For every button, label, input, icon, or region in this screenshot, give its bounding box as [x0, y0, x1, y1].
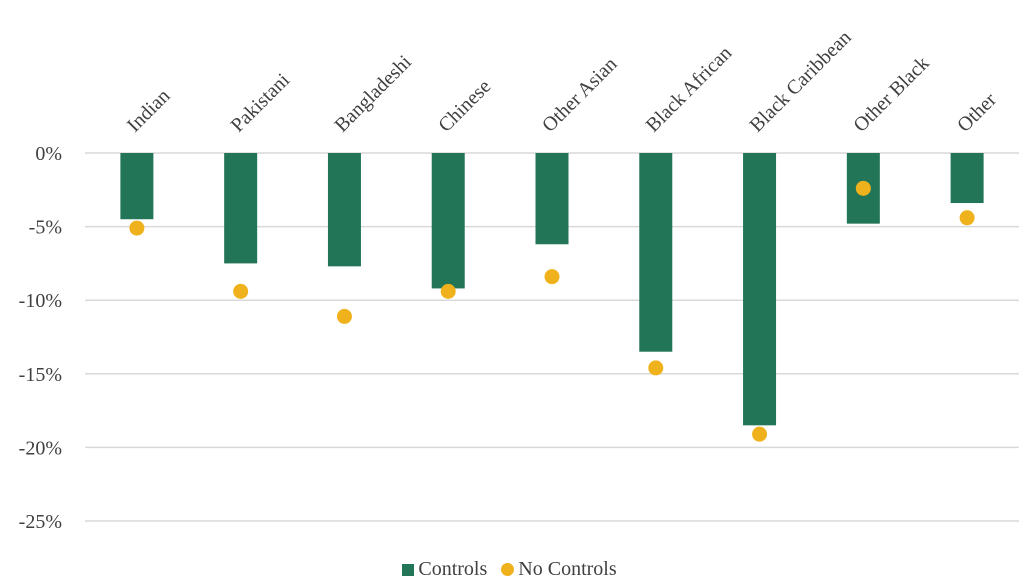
legend-label-controls: Controls [418, 558, 488, 580]
marker-no-controls [959, 210, 975, 226]
y-tick-label: -25% [19, 511, 62, 533]
bar-controls [327, 153, 361, 267]
y-tick-label: -20% [19, 437, 62, 459]
bar-controls [743, 153, 777, 426]
y-tick-label: 0% [35, 143, 62, 165]
chart-svg: 0% -5% -10% -15% -20% -25% Indian Pakistani Bang… [19, 26, 1019, 533]
marker-no-controls [752, 426, 768, 442]
marker-no-controls [440, 283, 456, 299]
x-category-label: Other Black [849, 52, 933, 136]
x-category-label: Indian [123, 85, 175, 137]
bar-controls [639, 153, 673, 352]
marker-no-controls [855, 180, 871, 196]
legend-item-controls: Controls [402, 558, 487, 581]
legend-swatch-controls [402, 563, 415, 576]
x-category-label: Bangladeshi [330, 51, 416, 137]
y-tick-label: -15% [19, 364, 62, 386]
legend-label-no-controls: No Controls [518, 558, 617, 580]
bar-controls [431, 153, 465, 289]
x-category-label: Black African [642, 42, 736, 136]
marker-no-controls [233, 283, 249, 299]
legend-swatch-no-controls [501, 563, 515, 576]
x-category-label: Pakistani [227, 69, 295, 137]
bar-controls [535, 153, 569, 245]
bar-controls [224, 153, 258, 264]
marker-no-controls [129, 220, 145, 236]
marker-no-controls [544, 269, 560, 285]
x-category-label: Other [953, 89, 1001, 137]
x-category-label: Other Asian [538, 53, 622, 137]
bar-controls [950, 153, 984, 204]
bar-controls [120, 153, 154, 220]
marker-no-controls [648, 360, 664, 376]
legend: Controls No Controls [0, 558, 1019, 581]
x-category-label: Chinese [434, 75, 495, 136]
y-tick-label: -5% [29, 217, 62, 239]
y-tick-label: -10% [19, 290, 62, 312]
x-category-label: Black Caribbean [746, 26, 856, 136]
legend-item-no-controls: No Controls [501, 558, 617, 581]
marker-no-controls [336, 308, 352, 324]
